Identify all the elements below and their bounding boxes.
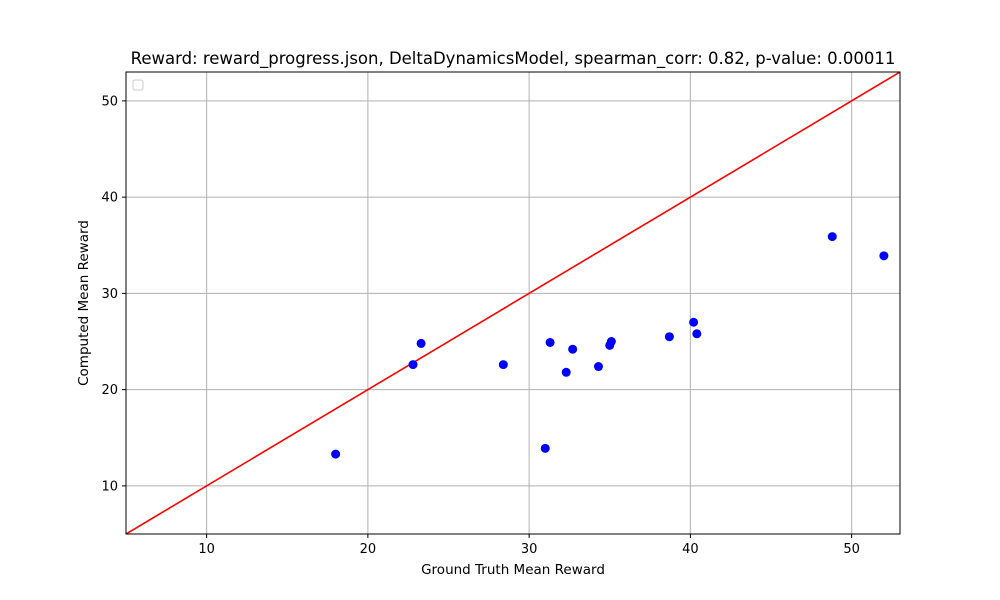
data-point bbox=[879, 251, 889, 261]
y-axis-label: Computed Mean Reward bbox=[76, 220, 92, 386]
x-tick-label: 40 bbox=[682, 542, 699, 557]
data-point bbox=[540, 443, 550, 453]
y-tick-label: 50 bbox=[101, 94, 118, 109]
data-point bbox=[827, 232, 837, 242]
data-point bbox=[664, 332, 674, 342]
y-tick-label: 10 bbox=[101, 479, 118, 494]
data-point bbox=[498, 360, 508, 370]
x-tick-label: 10 bbox=[198, 542, 215, 557]
x-tick-label: 20 bbox=[360, 542, 377, 557]
data-point bbox=[593, 362, 603, 372]
data-point bbox=[331, 449, 341, 459]
data-point bbox=[568, 344, 578, 354]
data-point bbox=[689, 317, 699, 327]
identity-line bbox=[125, 71, 901, 535]
data-point bbox=[561, 367, 571, 377]
x-axis-label: Ground Truth Mean Reward bbox=[421, 562, 605, 578]
data-point bbox=[416, 338, 426, 348]
data-point bbox=[408, 360, 418, 370]
data-point bbox=[692, 329, 702, 339]
grid bbox=[126, 72, 900, 534]
legend-box bbox=[132, 79, 144, 91]
x-tick-label: 30 bbox=[521, 542, 538, 557]
points-layer bbox=[331, 232, 889, 459]
y-tick-label: 30 bbox=[101, 287, 118, 302]
ticks: 10 20 30 40 50 10 20 30 40 50 bbox=[101, 94, 859, 557]
data-point bbox=[545, 337, 555, 347]
x-tick-label: 50 bbox=[843, 542, 860, 557]
reference-line-layer bbox=[125, 71, 901, 535]
data-point bbox=[606, 337, 616, 346]
y-tick-label: 40 bbox=[101, 191, 118, 206]
y-tick-label: 20 bbox=[101, 383, 118, 398]
chart-title: Reward: reward_progress.json, DeltaDynam… bbox=[131, 49, 896, 69]
plot-frame bbox=[125, 71, 901, 535]
